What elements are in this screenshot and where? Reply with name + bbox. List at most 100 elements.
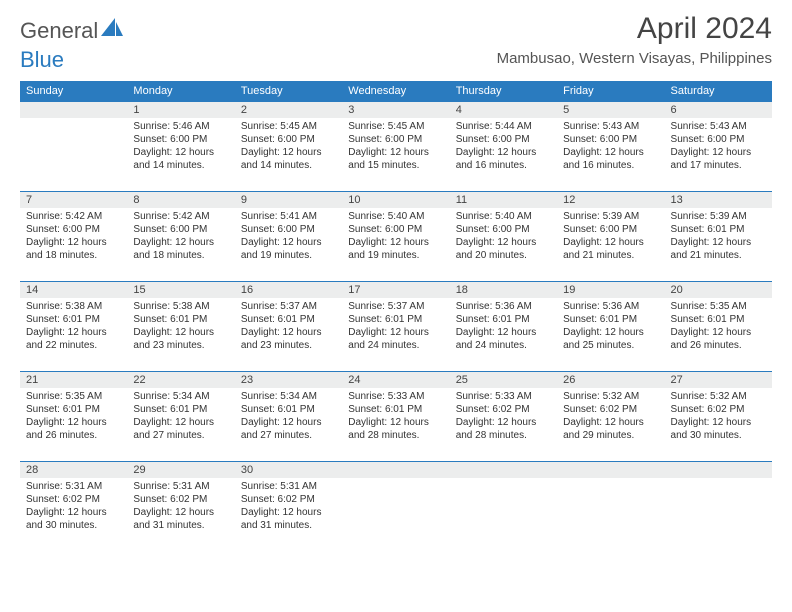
calendar-cell: [342, 462, 449, 552]
day-data: Sunrise: 5:37 AMSunset: 6:01 PMDaylight:…: [342, 298, 449, 356]
day-data-line: Sunrise: 5:43 AM: [563, 120, 658, 133]
day-number: 11: [450, 192, 557, 208]
day-data-line: Daylight: 12 hours: [241, 326, 336, 339]
calendar-cell: [20, 102, 127, 192]
day-number: [450, 462, 557, 478]
day-data-line: and 22 minutes.: [26, 339, 121, 352]
day-data: Sunrise: 5:31 AMSunset: 6:02 PMDaylight:…: [20, 478, 127, 536]
day-header: Tuesday: [235, 81, 342, 102]
day-data-line: Sunrise: 5:42 AM: [133, 210, 228, 223]
day-data: Sunrise: 5:34 AMSunset: 6:01 PMDaylight:…: [127, 388, 234, 446]
calendar-cell: 26Sunrise: 5:32 AMSunset: 6:02 PMDayligh…: [557, 372, 664, 462]
day-data-line: Sunset: 6:02 PM: [26, 493, 121, 506]
day-data: Sunrise: 5:31 AMSunset: 6:02 PMDaylight:…: [235, 478, 342, 536]
day-data-line: and 20 minutes.: [456, 249, 551, 262]
logo-text-general: General: [20, 18, 98, 44]
day-data-line: Sunset: 6:00 PM: [348, 133, 443, 146]
day-data: [20, 118, 127, 124]
day-data-line: Sunset: 6:02 PM: [133, 493, 228, 506]
day-data-line: Daylight: 12 hours: [241, 506, 336, 519]
day-data-line: and 19 minutes.: [241, 249, 336, 262]
day-data-line: and 26 minutes.: [26, 429, 121, 442]
day-number: 23: [235, 372, 342, 388]
day-number: [342, 462, 449, 478]
day-data: Sunrise: 5:33 AMSunset: 6:01 PMDaylight:…: [342, 388, 449, 446]
day-data-line: Daylight: 12 hours: [348, 416, 443, 429]
day-data-line: Sunset: 6:01 PM: [133, 313, 228, 326]
day-data-line: Sunset: 6:00 PM: [348, 223, 443, 236]
calendar-cell: 15Sunrise: 5:38 AMSunset: 6:01 PMDayligh…: [127, 282, 234, 372]
month-title: April 2024: [497, 12, 772, 46]
day-data: [557, 478, 664, 484]
day-header: Thursday: [450, 81, 557, 102]
day-data-line: Daylight: 12 hours: [563, 236, 658, 249]
calendar-week-row: 7Sunrise: 5:42 AMSunset: 6:00 PMDaylight…: [20, 192, 772, 282]
day-data: Sunrise: 5:38 AMSunset: 6:01 PMDaylight:…: [20, 298, 127, 356]
day-data-line: and 16 minutes.: [456, 159, 551, 172]
day-data-line: Sunset: 6:02 PM: [456, 403, 551, 416]
day-data-line: and 18 minutes.: [133, 249, 228, 262]
calendar-cell: 6Sunrise: 5:43 AMSunset: 6:00 PMDaylight…: [665, 102, 772, 192]
day-data: Sunrise: 5:41 AMSunset: 6:00 PMDaylight:…: [235, 208, 342, 266]
calendar-cell: 20Sunrise: 5:35 AMSunset: 6:01 PMDayligh…: [665, 282, 772, 372]
day-data: Sunrise: 5:35 AMSunset: 6:01 PMDaylight:…: [20, 388, 127, 446]
day-number: 21: [20, 372, 127, 388]
day-data-line: Daylight: 12 hours: [133, 416, 228, 429]
day-number: 9: [235, 192, 342, 208]
day-data-line: and 31 minutes.: [133, 519, 228, 532]
day-data-line: Sunset: 6:00 PM: [133, 133, 228, 146]
calendar-week-row: 1Sunrise: 5:46 AMSunset: 6:00 PMDaylight…: [20, 102, 772, 192]
calendar-cell: 30Sunrise: 5:31 AMSunset: 6:02 PMDayligh…: [235, 462, 342, 552]
day-data-line: and 23 minutes.: [241, 339, 336, 352]
day-data-line: and 24 minutes.: [348, 339, 443, 352]
day-data: Sunrise: 5:44 AMSunset: 6:00 PMDaylight:…: [450, 118, 557, 176]
day-data-line: Sunrise: 5:44 AM: [456, 120, 551, 133]
day-data-line: Daylight: 12 hours: [671, 146, 766, 159]
day-data-line: and 27 minutes.: [241, 429, 336, 442]
day-data-line: and 24 minutes.: [456, 339, 551, 352]
day-data-line: Daylight: 12 hours: [241, 236, 336, 249]
day-number: 12: [557, 192, 664, 208]
day-data-line: Sunset: 6:02 PM: [563, 403, 658, 416]
calendar-week-row: 21Sunrise: 5:35 AMSunset: 6:01 PMDayligh…: [20, 372, 772, 462]
day-number: 3: [342, 102, 449, 118]
day-data-line: and 17 minutes.: [671, 159, 766, 172]
day-data-line: and 27 minutes.: [133, 429, 228, 442]
calendar-cell: 29Sunrise: 5:31 AMSunset: 6:02 PMDayligh…: [127, 462, 234, 552]
day-data-line: Sunrise: 5:35 AM: [26, 390, 121, 403]
day-data: [450, 478, 557, 484]
day-data-line: Sunrise: 5:34 AM: [241, 390, 336, 403]
logo: General: [20, 18, 125, 44]
day-header-row: Sunday Monday Tuesday Wednesday Thursday…: [20, 81, 772, 102]
day-number: 25: [450, 372, 557, 388]
day-data: Sunrise: 5:43 AMSunset: 6:00 PMDaylight:…: [665, 118, 772, 176]
day-data-line: Sunrise: 5:31 AM: [241, 480, 336, 493]
day-data-line: Daylight: 12 hours: [348, 146, 443, 159]
day-data-line: Sunset: 6:02 PM: [241, 493, 336, 506]
location-text: Mambusao, Western Visayas, Philippines: [497, 50, 772, 67]
day-data-line: Sunrise: 5:36 AM: [563, 300, 658, 313]
day-number: 17: [342, 282, 449, 298]
day-number: 18: [450, 282, 557, 298]
day-data: Sunrise: 5:45 AMSunset: 6:00 PMDaylight:…: [342, 118, 449, 176]
calendar-cell: 25Sunrise: 5:33 AMSunset: 6:02 PMDayligh…: [450, 372, 557, 462]
day-data: Sunrise: 5:36 AMSunset: 6:01 PMDaylight:…: [557, 298, 664, 356]
calendar-cell: 3Sunrise: 5:45 AMSunset: 6:00 PMDaylight…: [342, 102, 449, 192]
day-data-line: Sunrise: 5:42 AM: [26, 210, 121, 223]
calendar-cell: 21Sunrise: 5:35 AMSunset: 6:01 PMDayligh…: [20, 372, 127, 462]
day-data-line: Sunset: 6:01 PM: [671, 223, 766, 236]
day-data-line: Daylight: 12 hours: [563, 416, 658, 429]
day-number: [665, 462, 772, 478]
calendar-cell: 16Sunrise: 5:37 AMSunset: 6:01 PMDayligh…: [235, 282, 342, 372]
day-data-line: and 21 minutes.: [671, 249, 766, 262]
day-data-line: Sunrise: 5:33 AM: [456, 390, 551, 403]
day-data-line: Daylight: 12 hours: [26, 416, 121, 429]
day-number: 26: [557, 372, 664, 388]
day-number: 19: [557, 282, 664, 298]
day-number: 13: [665, 192, 772, 208]
day-number: 8: [127, 192, 234, 208]
day-header: Friday: [557, 81, 664, 102]
day-number: 1: [127, 102, 234, 118]
day-data: Sunrise: 5:39 AMSunset: 6:00 PMDaylight:…: [557, 208, 664, 266]
day-data-line: Sunset: 6:01 PM: [26, 403, 121, 416]
